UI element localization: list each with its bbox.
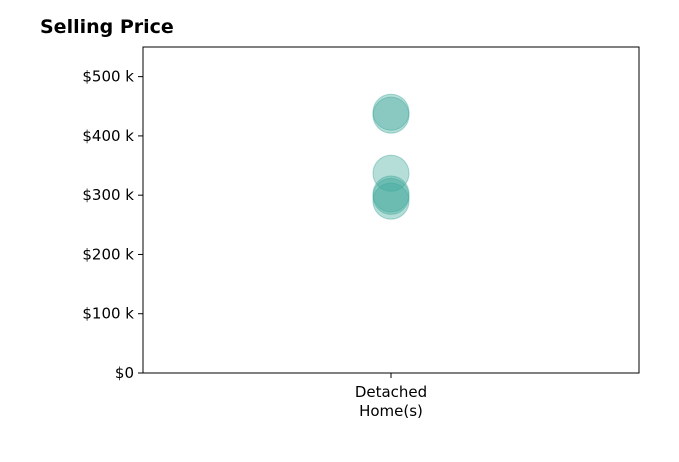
scatter-point	[372, 96, 410, 134]
scatter-point	[372, 154, 410, 192]
y-tick-label: $300 k	[82, 186, 134, 204]
x-axis: Detached Home(s)	[355, 373, 427, 420]
y-tick-label: $100 k	[82, 305, 134, 323]
scatter-point	[372, 177, 410, 215]
scatter-point	[372, 182, 410, 220]
scatter-point	[372, 175, 410, 213]
y-tick-label: $500 k	[82, 68, 134, 86]
x-tick-label: Detached Home(s)	[355, 383, 427, 420]
y-tick-label: $400 k	[82, 127, 134, 145]
y-axis: $0 $100 k $200 k $300 k $400 k $500 k	[82, 68, 143, 382]
y-tick-label: $200 k	[82, 245, 134, 263]
chart-title: Selling Price	[40, 16, 174, 38]
scatter-point	[372, 93, 410, 131]
chart-marks	[372, 93, 410, 220]
y-tick-label: $0	[115, 364, 134, 382]
